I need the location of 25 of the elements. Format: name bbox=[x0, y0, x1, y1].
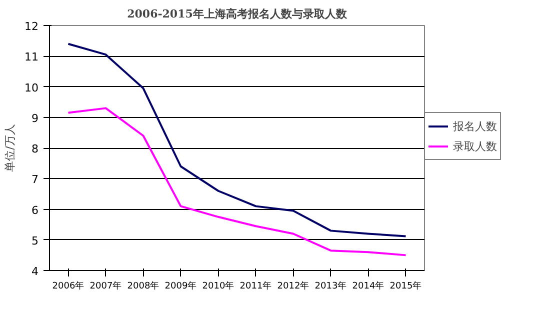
x-tick-label: 2010年 bbox=[202, 280, 234, 292]
legend-label: 录取人数 bbox=[453, 138, 497, 154]
x-tick-label: 2015年 bbox=[390, 280, 422, 292]
line-series bbox=[67, 107, 407, 256]
x-tick-label: 2012年 bbox=[277, 280, 310, 292]
legend-label: 报名人数 bbox=[453, 118, 497, 134]
x-tick-label: 2007年 bbox=[90, 280, 122, 292]
line-series bbox=[67, 42, 407, 238]
y-tick-label: 4 bbox=[32, 265, 38, 278]
y-tick-label: 12 bbox=[24, 20, 39, 33]
y-tick-label: 5 bbox=[32, 234, 38, 248]
x-tick-label: 2013年 bbox=[314, 280, 347, 292]
x-tick-label: 2011年 bbox=[240, 280, 272, 292]
y-tick-label: 11 bbox=[24, 50, 39, 64]
x-tick-label: 2008年 bbox=[127, 280, 160, 292]
y-axis-title: 单位/万人 bbox=[4, 124, 17, 172]
y-tick-label: 6 bbox=[32, 204, 38, 217]
y-tick-label: 8 bbox=[32, 142, 38, 156]
x-tick-label: 2006年 bbox=[52, 280, 84, 292]
x-tick-label: 2009年 bbox=[164, 280, 197, 292]
y-tick-label: 7 bbox=[32, 173, 38, 186]
y-tick-label: 9 bbox=[32, 112, 38, 125]
chart-title: 2006-2015年上海高考报名人数与录取人数 bbox=[127, 8, 348, 20]
y-tick-label: 10 bbox=[24, 81, 39, 94]
x-tick-label: 2014年 bbox=[352, 280, 384, 292]
